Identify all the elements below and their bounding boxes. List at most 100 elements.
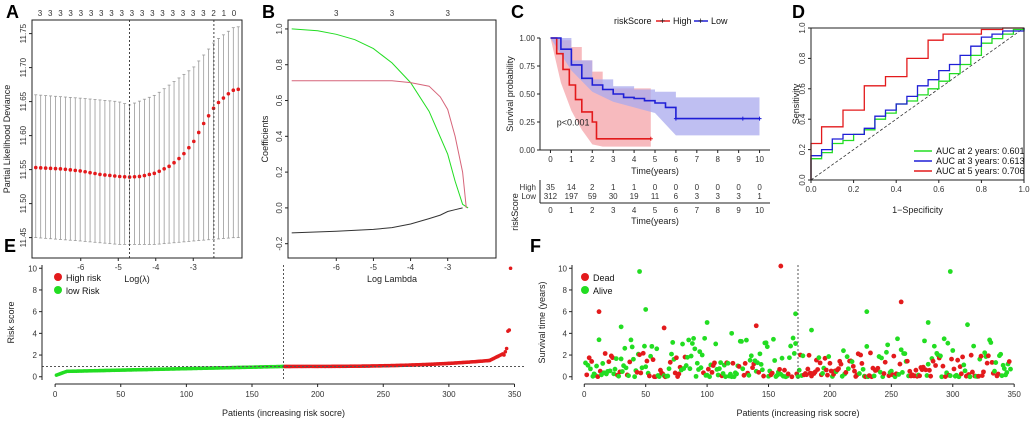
deviance-point bbox=[103, 173, 107, 177]
survival-point bbox=[759, 367, 765, 373]
panel-a-top-label: 3 bbox=[201, 9, 206, 18]
survival-point bbox=[979, 373, 985, 378]
survival-point bbox=[895, 336, 900, 342]
panel-e-ytick-label: 4 bbox=[33, 329, 38, 338]
panel-f-xtick-label: 350 bbox=[1007, 390, 1021, 399]
roc-curve-3-years bbox=[810, 28, 1025, 180]
coef-path-gene3 bbox=[291, 207, 463, 234]
survival-point bbox=[753, 323, 759, 329]
survival-point bbox=[667, 359, 673, 365]
survival-point bbox=[993, 360, 999, 365]
deviance-point bbox=[162, 167, 166, 171]
survival-point bbox=[779, 355, 785, 361]
survival-point bbox=[942, 374, 948, 380]
deviance-point bbox=[117, 174, 122, 179]
panel-a-top-label: 3 bbox=[89, 9, 94, 18]
risk-table-xtick: 7 bbox=[695, 206, 700, 215]
risk-table-xtick: 3 bbox=[611, 206, 616, 215]
panel-a-frame bbox=[31, 19, 243, 259]
survival-point bbox=[981, 369, 986, 375]
survival-point bbox=[637, 269, 642, 274]
panel-a-xtick-label: -4 bbox=[152, 263, 160, 272]
panel-d-xtick-label: 0.8 bbox=[976, 185, 988, 194]
survival-point bbox=[1001, 366, 1007, 371]
deviance-point bbox=[63, 167, 68, 172]
survival-point bbox=[669, 351, 674, 357]
survival-point bbox=[877, 369, 883, 375]
panel-b-frame bbox=[287, 19, 497, 259]
roc-legend-label: AUC at 5 years: 0.706 bbox=[936, 166, 1025, 176]
survival-point bbox=[656, 374, 662, 379]
km-curve-low bbox=[550, 37, 760, 120]
survival-point bbox=[941, 336, 947, 342]
deviance-point bbox=[88, 170, 92, 175]
panel-b-ytick-label: 1.0 bbox=[275, 23, 284, 35]
panel-a-top-label: 3 bbox=[99, 9, 104, 18]
panel-e-xtick-label: 150 bbox=[245, 390, 259, 399]
survival-point bbox=[923, 367, 929, 373]
panel-f-xtick-label: 250 bbox=[885, 390, 899, 399]
risk-table-low-cell: 30 bbox=[609, 192, 618, 201]
survival-point bbox=[686, 337, 692, 343]
risk-table-low-cell: 6 bbox=[674, 192, 679, 201]
panel-a-top-label: 3 bbox=[191, 9, 196, 18]
panel-a-ytick-label: 11.75 bbox=[19, 23, 28, 43]
risk-score-point bbox=[504, 346, 509, 351]
survival-point bbox=[689, 341, 695, 346]
survival-point bbox=[827, 360, 833, 366]
survival-point bbox=[734, 371, 739, 377]
panel-e-ytick-label: 2 bbox=[33, 351, 38, 360]
survival-point bbox=[613, 356, 619, 362]
survival-point bbox=[709, 369, 715, 375]
risk-table-xtick: 1 bbox=[569, 206, 574, 215]
survival-point bbox=[638, 370, 644, 376]
panel-e-ytick-label: 10 bbox=[28, 264, 37, 273]
survival-point bbox=[826, 354, 832, 359]
panel-a-ylabel: Partial Likelihood Deviance bbox=[2, 85, 12, 194]
panel-b-ylabel: Coefficients bbox=[260, 115, 270, 162]
survival-point bbox=[976, 373, 981, 379]
survival-point bbox=[712, 360, 717, 366]
risk-table-high-cell: 2 bbox=[590, 183, 595, 192]
survival-point bbox=[891, 353, 897, 359]
survival-point bbox=[654, 346, 660, 352]
deviance-point bbox=[152, 171, 157, 176]
coef-path-gene1 bbox=[291, 28, 469, 209]
panel-c-xtick-label: 2 bbox=[590, 155, 595, 164]
risk-table-high-cell: 1 bbox=[611, 183, 616, 192]
survival-point bbox=[730, 360, 736, 366]
survival-point bbox=[707, 374, 712, 380]
risk-table-low-cell: 3 bbox=[716, 192, 721, 201]
survival-point bbox=[882, 359, 888, 365]
panel-e-xtick-label: 100 bbox=[180, 390, 194, 399]
deviance-point bbox=[132, 174, 137, 179]
survival-point bbox=[925, 320, 931, 325]
survival-point bbox=[955, 357, 961, 363]
risk-score-point bbox=[508, 266, 513, 271]
survival-point bbox=[740, 366, 746, 372]
panel-a-top-label: 3 bbox=[48, 9, 53, 18]
risk-table-low-cell: 3 bbox=[736, 192, 741, 201]
panel-f-xtick-label: 0 bbox=[582, 390, 587, 399]
survival-point bbox=[694, 360, 700, 366]
survival-point bbox=[985, 353, 991, 359]
survival-point bbox=[723, 374, 728, 380]
survival-point bbox=[629, 344, 635, 350]
survival-point bbox=[927, 367, 932, 373]
panel-c-ytick-label: 0.50 bbox=[519, 90, 535, 99]
survival-point bbox=[666, 366, 672, 372]
risk-table-low-cell: 197 bbox=[565, 192, 579, 201]
survival-point bbox=[757, 351, 763, 357]
survival-point bbox=[836, 366, 841, 372]
survival-point bbox=[795, 374, 801, 379]
survival-point bbox=[585, 362, 591, 368]
deviance-point bbox=[112, 174, 117, 178]
legend-label-low: low Risk bbox=[66, 286, 100, 296]
survival-point bbox=[618, 324, 624, 330]
panel-d-roc: 0.0 0.2 0.4 0.6 0.8 1.0 0.0 0.2 0.4 0.6 0.8 1.0 1−Sp… bbox=[791, 22, 1030, 215]
risk-table-low-cell: 19 bbox=[630, 192, 639, 201]
deviance-point bbox=[221, 96, 226, 100]
panel-c-xtick-label: 10 bbox=[755, 155, 764, 164]
risk-score-point bbox=[502, 353, 506, 357]
risk-table-xtick: 9 bbox=[736, 206, 741, 215]
